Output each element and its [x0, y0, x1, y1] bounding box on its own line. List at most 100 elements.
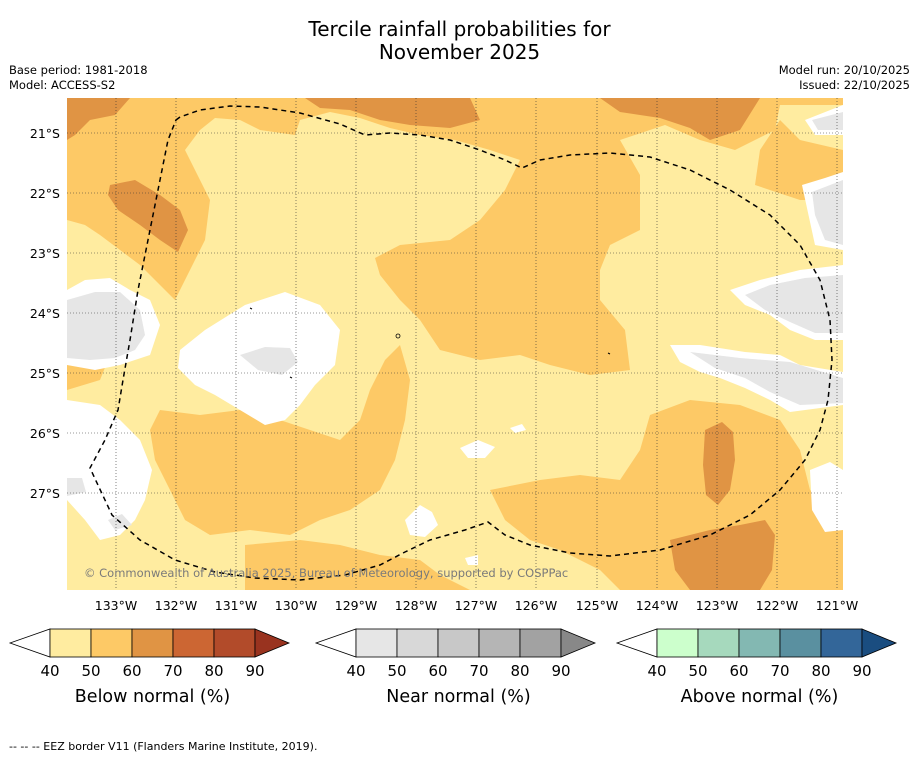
lon-label: 128°W — [395, 598, 437, 613]
colorbar-segment — [131, 628, 174, 658]
lon-label: 127°W — [455, 598, 497, 613]
graticule — [67, 98, 843, 590]
region-below-60-west — [108, 180, 188, 252]
region-below-60-northeast — [600, 98, 760, 140]
meta-right: Model run: 20/10/2025 Issued: 22/10/2025 — [779, 63, 910, 93]
colorbar-tick-label: 60 — [729, 662, 748, 680]
colorbar-tick-label: 60 — [122, 662, 141, 680]
colorbar-segment — [697, 628, 740, 658]
title-line-1: Tercile rainfall probabilities for — [308, 17, 611, 41]
eez-border — [89, 105, 833, 581]
colorbar-segment — [519, 628, 562, 658]
region-none-small-1 — [460, 440, 495, 458]
colorbar-tick-label: 90 — [852, 662, 871, 680]
colorbar-tick-label: 50 — [387, 662, 406, 680]
lat-label: 26°S — [30, 426, 60, 441]
colorbar-tick-label: 40 — [40, 662, 59, 680]
issued-date: Issued: 22/10/2025 — [799, 78, 910, 92]
title-line-2: November 2025 — [378, 40, 541, 64]
colorbar-title: Above normal (%) — [681, 687, 839, 707]
map-area: © Commonwealth of Australia 2025, Bureau… — [67, 98, 843, 590]
colorbar-tick-label: 90 — [245, 662, 264, 680]
colorbar-tick-label: 70 — [469, 662, 488, 680]
colorbar-3: 40 50 60 70 80 90 Above normal (%) — [615, 628, 898, 707]
eez-border-note: -- -- -- EEZ border V11 (Flanders Marine… — [9, 740, 318, 753]
map-title: Tercile rainfall probabilities for Novem… — [0, 18, 919, 64]
model-name: Model: ACCESS-S2 — [9, 78, 116, 92]
colorbar-segment — [213, 628, 256, 658]
colorbar-max-arrow — [560, 628, 597, 658]
region-near-40-ne-2 — [812, 180, 843, 245]
marker-speck — [395, 333, 401, 339]
region-below-60-east — [703, 422, 735, 505]
lat-label: 25°S — [30, 366, 60, 381]
lat-label: 22°S — [30, 186, 60, 201]
lon-label: 131°W — [215, 598, 257, 613]
region-none-small-3 — [465, 555, 478, 565]
colorbar-segment — [478, 628, 521, 658]
colorbar-segment — [820, 628, 863, 658]
region-below-60-north — [305, 98, 480, 128]
marker-speck — [249, 307, 253, 310]
colorbar-tick-label: 70 — [770, 662, 789, 680]
colorbar-title: Below normal (%) — [75, 687, 230, 707]
colorbar-tick-label: 70 — [163, 662, 182, 680]
region-near-40-west — [67, 292, 145, 360]
colorbar-max-arrow — [254, 628, 291, 658]
lon-labels: 133°W 132°W 131°W 130°W 129°W 128°W 127°… — [95, 598, 858, 613]
region-near-40-east — [745, 275, 843, 333]
marker-speck — [607, 352, 611, 355]
legends: 40 50 60 70 80 90 Below normal (%) 40 50 60 70 80 90… — [8, 628, 898, 707]
lon-label: 123°W — [696, 598, 738, 613]
lat-labels: 21°S 22°S 23°S 24°S 25°S 26°S 27°S — [30, 126, 60, 501]
region-below-50-center — [150, 345, 410, 535]
colorbar-tick-label: 50 — [688, 662, 707, 680]
colorbar-tick-label: 80 — [510, 662, 529, 680]
meta-left: Base period: 1981-2018 Model: ACCESS-S2 — [9, 63, 148, 93]
colorbar-2: 40 50 60 70 80 90 Near normal (%) — [314, 628, 597, 707]
copyright-text: © Commonwealth of Australia 2025, Bureau… — [84, 566, 568, 580]
lat-label: 23°S — [30, 246, 60, 261]
colorbar-max-arrow — [861, 628, 898, 658]
colorbar-segment — [396, 628, 439, 658]
lon-label: 124°W — [636, 598, 678, 613]
colorbar-tick-label: 80 — [204, 662, 223, 680]
colorbar-min-arrow — [615, 628, 658, 658]
colorbar-min-arrow — [8, 628, 51, 658]
lon-label: 130°W — [275, 598, 317, 613]
region-none-sw-1 — [67, 400, 152, 540]
colorbar-segment — [779, 628, 822, 658]
colorbar-segment — [355, 628, 398, 658]
region-none-sw-2 — [405, 505, 438, 537]
region-none-se — [810, 462, 843, 532]
marker-speck — [289, 376, 293, 379]
region-near-40-sw — [67, 478, 86, 496]
region-below-60-nw — [67, 98, 130, 140]
colorbar-segment — [90, 628, 133, 658]
lat-label: 21°S — [30, 126, 60, 141]
model-run: Model run: 20/10/2025 — [778, 63, 910, 77]
lon-label: 129°W — [335, 598, 377, 613]
colorbar-tick-label: 90 — [551, 662, 570, 680]
colorbar-segment — [656, 628, 699, 658]
colorbar-min-arrow — [314, 628, 357, 658]
colorbar-tick-label: 40 — [346, 662, 365, 680]
region-below-60-southeast — [670, 520, 775, 590]
lon-label: 132°W — [155, 598, 197, 613]
region-near-40-center — [240, 347, 298, 375]
lat-label: 24°S — [30, 306, 60, 321]
colorbar-tick-label: 50 — [81, 662, 100, 680]
colorbar-tick-label: 40 — [647, 662, 666, 680]
region-near-40-ne — [812, 112, 843, 130]
region-near-40-east-2 — [690, 352, 843, 405]
colorbar-segment — [437, 628, 480, 658]
lon-label: 125°W — [576, 598, 618, 613]
region-below-50-south — [245, 540, 470, 590]
colorbar-tick-label: 60 — [428, 662, 447, 680]
colorbar-tick-label: 80 — [811, 662, 830, 680]
colorbar-segment — [738, 628, 781, 658]
region-none-small-2 — [510, 424, 526, 433]
lat-label: 27°S — [30, 486, 60, 501]
colorbar-segment — [172, 628, 215, 658]
